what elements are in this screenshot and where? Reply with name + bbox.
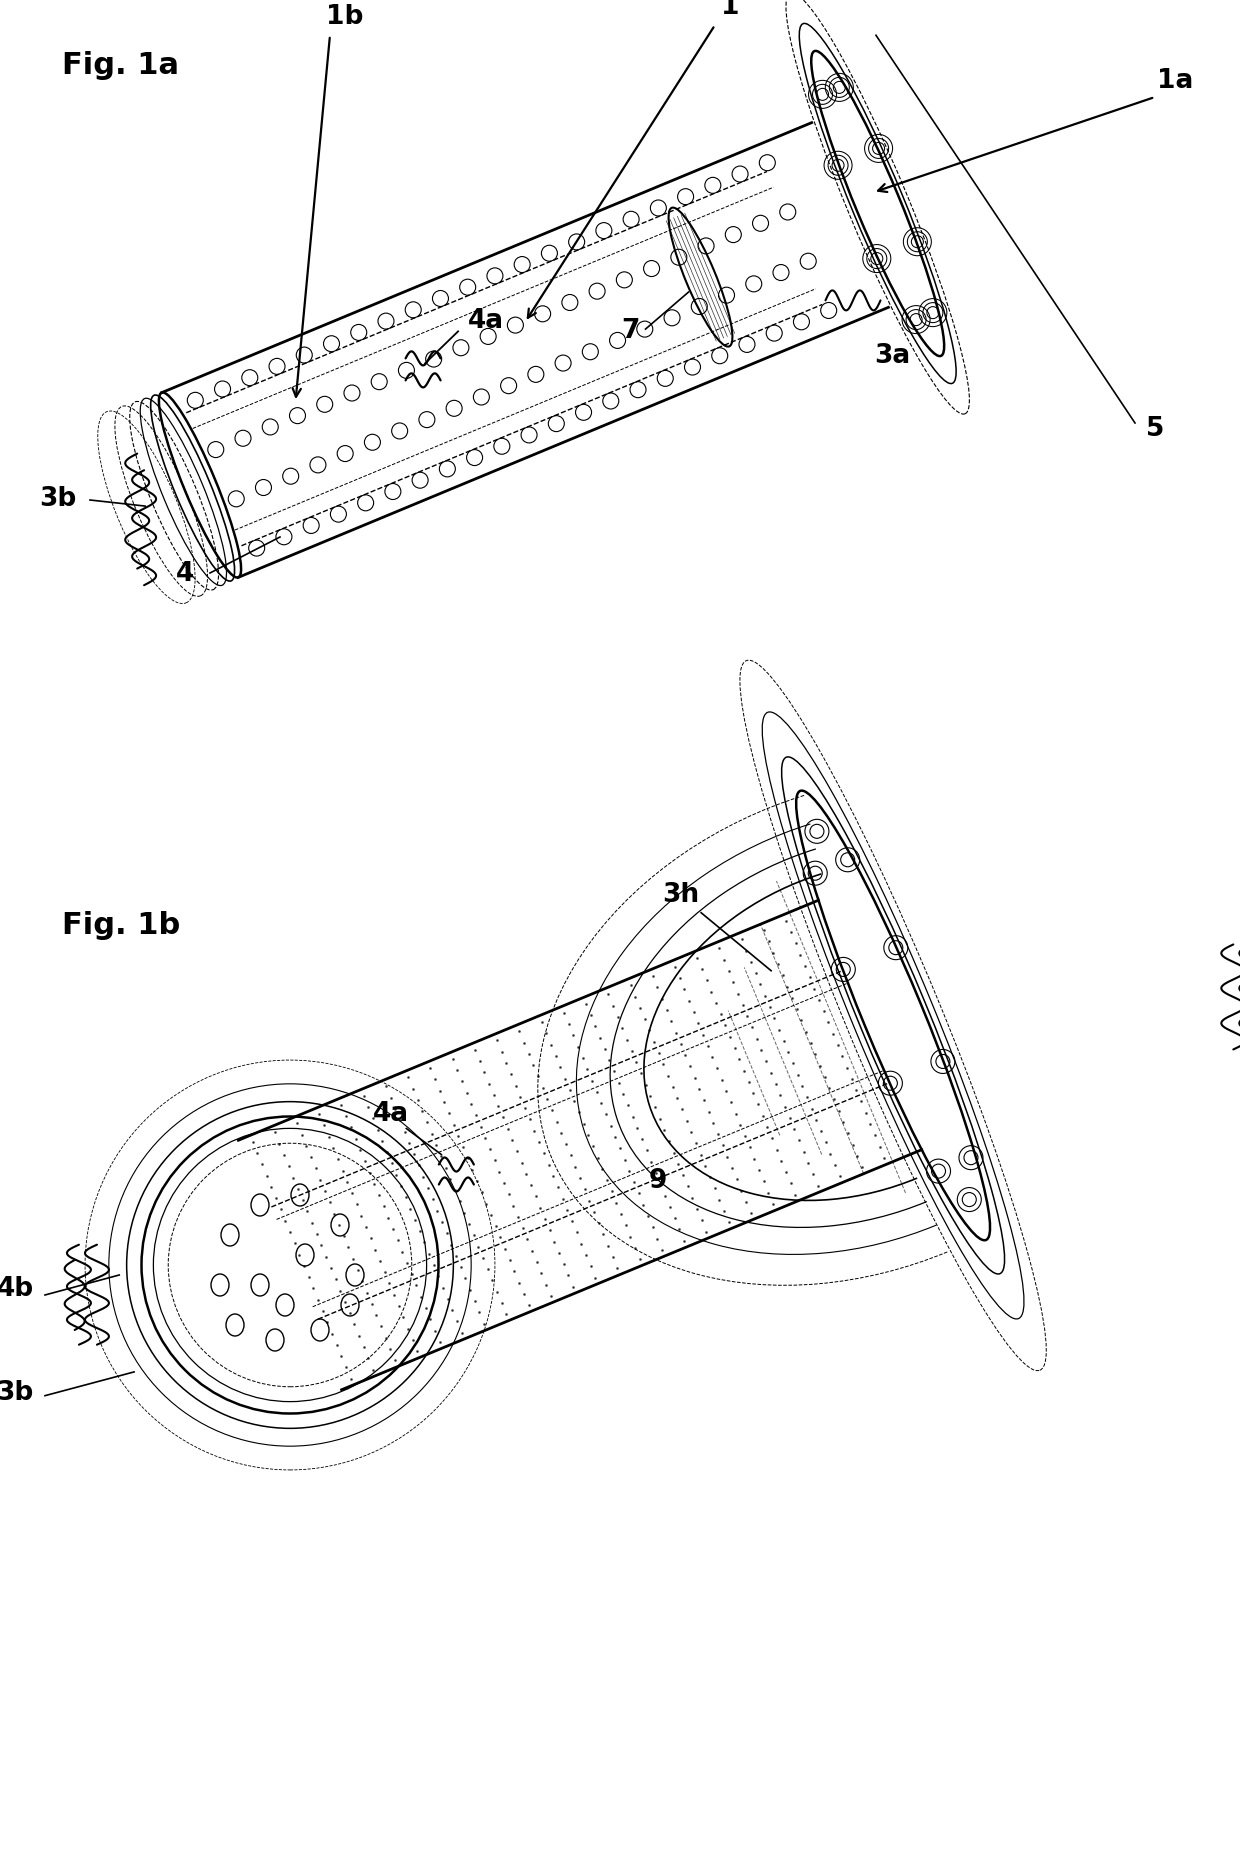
Text: 4b: 4b	[0, 1276, 33, 1302]
Text: 7: 7	[621, 317, 640, 343]
Text: 9: 9	[649, 1167, 667, 1193]
Text: 4: 4	[176, 560, 195, 586]
Text: Fig. 1b: Fig. 1b	[62, 911, 180, 940]
Text: 4a: 4a	[373, 1100, 409, 1126]
Text: 3b: 3b	[0, 1378, 33, 1404]
Text: 4a: 4a	[467, 308, 505, 334]
Text: 1: 1	[720, 0, 739, 20]
Text: 3b: 3b	[40, 486, 77, 512]
Text: 3h: 3h	[662, 881, 699, 907]
Text: 1a: 1a	[1157, 69, 1193, 95]
Text: 3a: 3a	[874, 343, 910, 369]
Text: 5: 5	[1146, 416, 1164, 441]
Text: 1b: 1b	[326, 4, 363, 30]
Text: Fig. 1a: Fig. 1a	[62, 52, 179, 80]
